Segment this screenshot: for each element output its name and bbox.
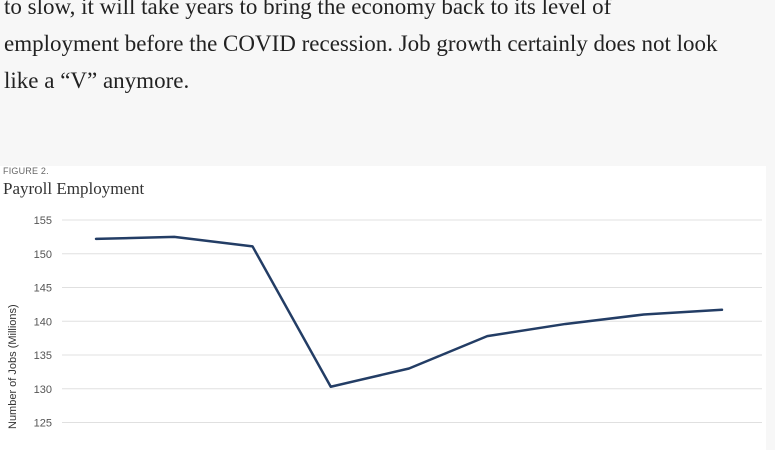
page-edge: [766, 166, 775, 450]
chart-title: Payroll Employment: [3, 179, 145, 198]
y-tick-label: 125: [34, 418, 52, 430]
series-line: [94, 235, 724, 388]
article-text: to slow, it will take years to bring the…: [4, 0, 772, 99]
y-tick-label: 140: [34, 316, 52, 328]
y-tick-label: 145: [34, 283, 52, 295]
line-chart: 125 130 135 140 145 150 155 Number of Jobs (Mi…: [7, 215, 762, 430]
payroll-employment-figure: FIGURE 2. Payroll Employment 125 130 135 14…: [0, 166, 766, 450]
figure-label: FIGURE 2.: [3, 166, 49, 176]
y-tick-label: 150: [34, 249, 52, 261]
y-axis-ticks: 125 130 135 140 145 150 155: [34, 215, 52, 430]
article-line: employment before the COVID recession. J…: [4, 31, 718, 56]
y-axis-title: Number of Jobs (Millions): [7, 304, 19, 429]
article-line: to slow, it will take years to bring the…: [4, 0, 612, 19]
y-tick-label: 130: [34, 384, 52, 396]
chart-series: [94, 235, 724, 388]
chart-gridlines: [62, 219, 762, 423]
article-line: like a “V” anymore.: [4, 68, 190, 93]
y-tick-label: 135: [34, 350, 52, 362]
y-tick-label: 155: [34, 215, 52, 227]
